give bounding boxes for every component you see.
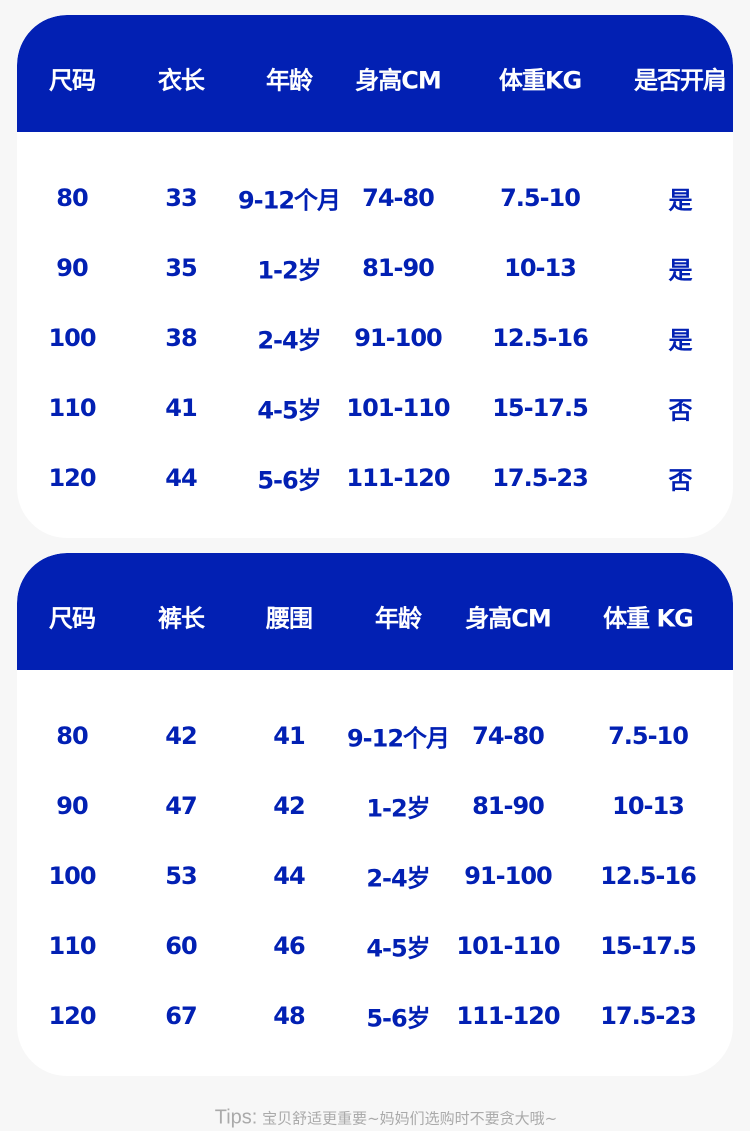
table-cell: 1-2岁 [257,256,321,285]
table-cell: 否 [668,396,693,425]
table-cell: 90 [56,792,88,820]
column-header: 裤长 [158,604,205,633]
table-header: 尺码 衣长 年龄 身高CM 体重KG 是否开肩 [17,15,733,132]
table-cell: 10-13 [504,254,577,282]
table-cell: 9-12个月 [237,186,341,215]
column-header: 年龄 [375,604,422,633]
table-cell: 120 [48,464,96,492]
table-cell: 33 [165,184,197,212]
column-header: 年龄 [266,66,313,95]
table-cell: 10-13 [612,792,685,820]
top-size-table: 尺码 衣长 年龄 身高CM 体重KG 是否开肩 80 33 9-12个月 74-80 7.5-10… [17,15,733,538]
table-cell: 53 [165,862,197,890]
tips-message: 宝贝舒适更重要~妈妈们选购时不要贪大哦~ [257,1109,558,1128]
table-header: 尺码 裤长 腰围 年龄 身高CM 体重 KG [17,553,733,670]
table-cell: 100 [48,324,96,352]
table-cell: 是 [668,326,693,355]
table-cell: 5-6岁 [257,466,321,495]
table-cell: 91-100 [354,324,442,352]
bottom-size-table: 尺码 裤长 腰围 年龄 身高CM 体重 KG 80 42 41 9-12个月 74-80 7.5-1… [17,553,733,1076]
table-cell: 110 [48,394,96,422]
tips-text: Tips: 宝贝舒适更重要~妈妈们选购时不要贪大哦~ [215,1107,558,1130]
table-cell: 46 [273,932,305,960]
column-header: 尺码 [49,604,96,633]
column-header: 衣长 [158,66,205,95]
table-cell: 2-4岁 [257,326,321,355]
table-cell: 15-17.5 [492,394,589,422]
table-cell: 2-4岁 [366,864,430,893]
table-cell: 15-17.5 [600,932,697,960]
column-header: 体重KG [498,66,582,95]
table-cell: 101-110 [456,932,560,960]
table-cell: 7.5-10 [608,722,689,750]
table-cell: 120 [48,1002,96,1030]
column-header: 身高CM [465,604,551,633]
table-cell: 110 [48,932,96,960]
table-cell: 9-12个月 [346,724,450,753]
table-cell: 80 [56,184,88,212]
table-cell: 48 [273,1002,305,1030]
table-cell: 38 [165,324,197,352]
column-header: 体重 KG [603,604,694,633]
table-cell: 是 [668,186,693,215]
table-cell: 101-110 [346,394,450,422]
table-cell: 17.5-23 [492,464,589,492]
table-cell: 74-80 [472,722,545,750]
table-cell: 否 [668,466,693,495]
table-cell: 42 [273,792,305,820]
table-cell: 90 [56,254,88,282]
tips-label: Tips: [214,1106,258,1129]
table-cell: 44 [165,464,197,492]
column-header: 身高CM [355,66,441,95]
table-cell: 是 [668,256,693,285]
table-cell: 81-90 [472,792,545,820]
table-cell: 67 [165,1002,197,1030]
table-cell: 5-6岁 [366,1004,430,1033]
table-cell: 47 [165,792,197,820]
table-cell: 35 [165,254,197,282]
table-cell: 111-120 [456,1002,560,1030]
table-cell: 7.5-10 [500,184,581,212]
table-cell: 100 [48,862,96,890]
table-cell: 60 [165,932,197,960]
table-cell: 1-2岁 [366,794,430,823]
table-cell: 4-5岁 [366,934,430,963]
table-cell: 17.5-23 [600,1002,697,1030]
table-cell: 91-100 [464,862,552,890]
table-cell: 4-5岁 [257,396,321,425]
table-cell: 74-80 [362,184,435,212]
table-cell: 12.5-16 [492,324,589,352]
table-cell: 44 [273,862,305,890]
table-cell: 41 [273,722,305,750]
column-header: 是否开肩 [634,66,727,95]
table-cell: 80 [56,722,88,750]
table-cell: 42 [165,722,197,750]
column-header: 尺码 [49,66,96,95]
table-cell: 41 [165,394,197,422]
table-cell: 12.5-16 [600,862,697,890]
table-cell: 81-90 [362,254,435,282]
column-header: 腰围 [266,604,313,633]
table-cell: 111-120 [346,464,450,492]
